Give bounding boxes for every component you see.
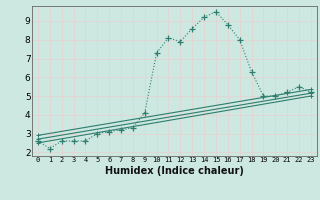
X-axis label: Humidex (Indice chaleur): Humidex (Indice chaleur) [105, 166, 244, 176]
